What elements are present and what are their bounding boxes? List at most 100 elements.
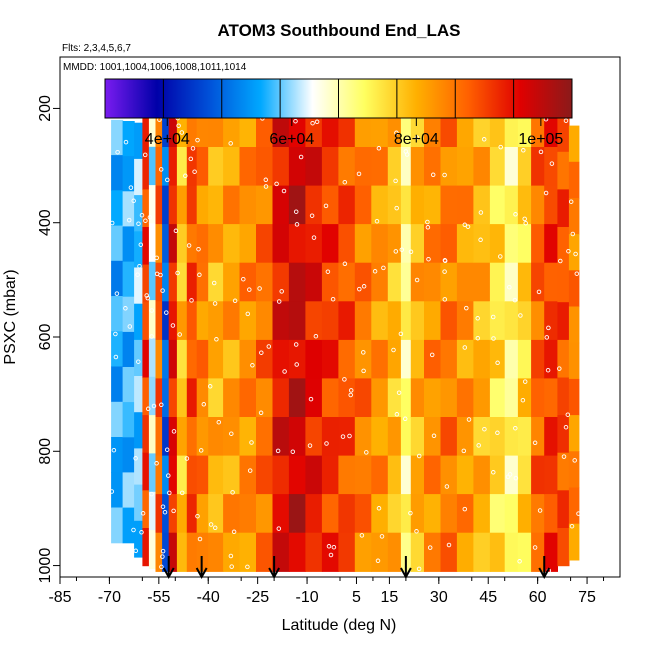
heatmap-cell <box>288 147 306 187</box>
data-point <box>326 544 332 549</box>
data-point <box>298 154 304 160</box>
heatmap-cell <box>424 262 442 302</box>
heatmap-cell <box>424 494 442 534</box>
heatmap-cell <box>134 412 143 449</box>
heatmap-cell <box>354 224 372 264</box>
heatmap-cell <box>288 339 306 380</box>
heatmap-cell <box>400 108 412 148</box>
data-point <box>381 265 386 271</box>
heatmap-cell <box>321 417 339 457</box>
data-point <box>228 553 234 559</box>
heatmap-cell <box>504 339 519 380</box>
heatmap-cell <box>208 339 224 380</box>
heatmap-cell <box>504 417 519 457</box>
heatmap-cell <box>186 532 198 572</box>
data-point <box>446 542 452 548</box>
heatmap-cell <box>489 185 506 225</box>
data-point <box>136 221 141 226</box>
data-point <box>258 410 264 416</box>
heatmap-cell <box>223 301 241 341</box>
data-point <box>475 335 481 341</box>
heatmap-cell <box>387 262 402 302</box>
data-point <box>196 246 201 252</box>
heatmap-cell <box>557 227 570 266</box>
heatmap-cell <box>162 147 170 187</box>
data-point <box>170 323 176 328</box>
y-tick-label: 400 <box>37 209 54 236</box>
heatmap-cell <box>517 224 532 264</box>
heatmap-cell <box>111 507 124 544</box>
heatmap-cell <box>272 301 290 341</box>
data-point <box>207 384 213 389</box>
heatmap-cell <box>504 301 519 341</box>
data-point <box>466 417 472 422</box>
heatmap-cell <box>354 339 372 380</box>
data-point <box>164 447 170 452</box>
heatmap-cell <box>410 185 425 225</box>
data-point <box>173 228 179 234</box>
data-point <box>425 225 431 230</box>
heatmap-cell <box>424 532 442 572</box>
heatmap-cell <box>272 147 290 187</box>
data-point <box>171 429 177 434</box>
data-point <box>565 412 571 417</box>
heatmap-cell <box>371 417 389 457</box>
heatmap-cell <box>489 494 506 534</box>
heatmap-cell <box>256 532 274 572</box>
heatmap-cell <box>354 494 372 534</box>
heatmap-cell <box>162 378 170 418</box>
heatmap-cell <box>321 532 339 572</box>
heatmap-cell <box>424 224 442 264</box>
x-tick-label: -10 <box>295 589 318 606</box>
heatmap-cell <box>196 262 209 302</box>
data-point <box>136 359 141 364</box>
heatmap-cell <box>489 147 506 187</box>
heatmap-cell <box>122 261 135 298</box>
data-point <box>158 167 164 172</box>
heatmap-cell <box>410 378 425 418</box>
heatmap-cell <box>371 185 389 225</box>
heatmap-cell <box>176 224 188 264</box>
data-point <box>197 536 203 542</box>
data-point <box>211 280 217 286</box>
heatmap-cell <box>186 455 198 495</box>
data-point <box>498 254 503 259</box>
heatmap-cell <box>196 378 209 418</box>
heatmap-cell <box>176 417 188 457</box>
heatmap-cell <box>544 494 558 534</box>
data-point <box>189 298 194 303</box>
heatmap-cell <box>256 301 274 341</box>
data-point <box>347 433 352 439</box>
flights-label: Flts: 2,3,4,5,6,7 <box>62 43 131 54</box>
heatmap-cell <box>186 262 198 302</box>
data-point <box>113 331 118 337</box>
heatmap-cell <box>531 417 545 457</box>
heatmap-cell <box>176 494 188 534</box>
heatmap-cell <box>568 451 580 489</box>
heatmap-cell <box>239 262 257 302</box>
heatmap-cell <box>410 339 425 380</box>
heatmap-cell <box>288 224 306 264</box>
heatmap-cell <box>122 331 135 368</box>
heatmap-cell <box>371 455 389 495</box>
data-point <box>229 564 234 569</box>
data-point <box>230 490 235 495</box>
data-point <box>442 172 447 178</box>
y-axis-label: PSXC (mbar) <box>2 269 19 364</box>
data-point <box>364 450 369 455</box>
data-point <box>507 284 512 290</box>
heatmap-cell <box>410 455 425 495</box>
heatmap-cell <box>223 532 241 572</box>
heatmap-cell <box>223 417 241 457</box>
data-point <box>491 336 496 341</box>
heatmap-cell <box>305 378 323 418</box>
heatmap-cell <box>134 484 143 522</box>
heatmap-cell <box>410 262 425 302</box>
heatmap-cell <box>321 339 339 380</box>
heatmap-cell <box>424 378 442 418</box>
data-point <box>375 558 381 564</box>
heatmap-cell <box>208 417 224 457</box>
heatmap-cell <box>557 302 570 341</box>
data-point <box>518 313 523 318</box>
heatmap-cell <box>410 301 425 341</box>
